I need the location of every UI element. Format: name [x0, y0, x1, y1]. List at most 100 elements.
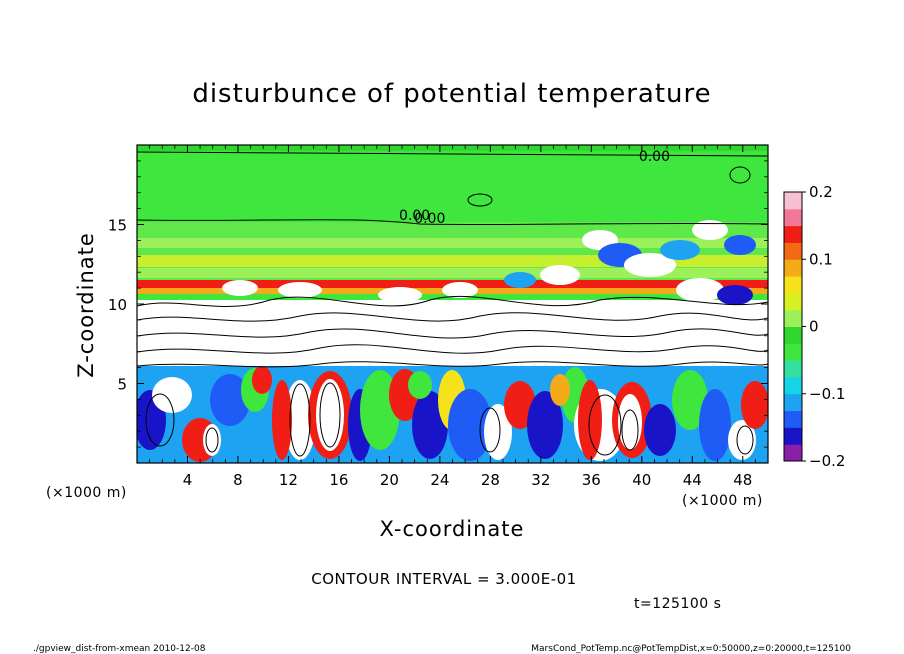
- convective-cell: [550, 374, 570, 406]
- colorbar-swatch: [784, 376, 802, 395]
- convective-cell: [448, 389, 492, 461]
- x-tick-label: 12: [279, 471, 298, 489]
- upper-patch: [717, 285, 753, 305]
- convective-cell: [728, 420, 756, 460]
- contour-loop: [145, 393, 175, 447]
- colorbar-tick-label: −0.1: [809, 385, 845, 403]
- upper-patch: [504, 272, 536, 288]
- upper-patch: [624, 253, 676, 277]
- x-tick-label: 24: [430, 471, 449, 489]
- y-tick-label: 15: [108, 217, 127, 235]
- colorbar-swatch: [784, 427, 802, 445]
- contour-line: [137, 219, 768, 226]
- contour-label: 0.00: [639, 149, 670, 165]
- contour-loop: [205, 427, 219, 453]
- yellow-stripe-1: [137, 238, 768, 248]
- colorbar-swatch: [784, 393, 802, 412]
- y-tick-label: 10: [108, 296, 127, 314]
- upper-patch: [676, 278, 724, 302]
- convective-cell: [618, 394, 642, 450]
- colorbar-swatch: [784, 343, 802, 361]
- contour-line: [137, 361, 768, 368]
- upper-patch: [378, 287, 422, 303]
- y-axis-unit: (×1000 m): [46, 485, 127, 501]
- upper-patch: [442, 282, 478, 298]
- convective-cell: [699, 389, 731, 461]
- contour-line: [137, 312, 768, 322]
- upper-patch: [724, 235, 756, 255]
- upper-field: [137, 145, 768, 235]
- convective-cell: [152, 377, 192, 413]
- colorbar-swatch: [784, 292, 802, 311]
- y-axis-title: Z-coordinate: [74, 232, 98, 378]
- colorbar-swatch: [784, 208, 802, 227]
- x-tick-label: 28: [481, 471, 500, 489]
- colorbar-swatch: [784, 326, 802, 344]
- contour-line: [137, 344, 768, 354]
- y-tick-label: 5: [117, 376, 127, 394]
- convective-cell: [578, 380, 602, 460]
- contour-loop: [467, 193, 493, 207]
- convective-cell: [408, 371, 432, 399]
- contour-line: [137, 151, 768, 157]
- contour-loop: [621, 409, 639, 451]
- convective-cell: [741, 381, 768, 429]
- x-tick-label: 40: [632, 471, 651, 489]
- convective-cell: [527, 391, 563, 459]
- contour-labels: 0.000.000.00: [399, 149, 670, 227]
- upper-patches: [222, 220, 756, 305]
- convective-cell: [210, 374, 250, 426]
- colorbar-tick-label: −0.2: [809, 452, 845, 470]
- contour-label: 0.00: [414, 211, 445, 227]
- convective-cell: [316, 379, 344, 451]
- contour-label: 0.00: [399, 208, 430, 224]
- colorbar: 0.2 0.1 0 −0.1 −0.2: [783, 183, 845, 470]
- convective-cell: [644, 404, 676, 456]
- convective-cell: [252, 366, 272, 394]
- contour-loop: [319, 382, 341, 448]
- y-axis: 5 10 15: [108, 160, 768, 448]
- colorbar-swatch: [784, 225, 802, 243]
- green-band-2: [137, 294, 768, 302]
- x-tick-label: 36: [582, 471, 601, 489]
- contour-line: [137, 328, 768, 339]
- contour-loop: [479, 407, 501, 453]
- contour-line: [137, 295, 768, 307]
- time-label: t=125100 s: [634, 596, 721, 612]
- footer-left: ./gpview_dist-from-xmean 2010-12-08: [33, 644, 206, 654]
- turbulent-layer: [137, 300, 768, 366]
- x-axis-unit: (×1000 m): [682, 493, 763, 509]
- yellow-stripe-3: [137, 268, 768, 278]
- convective-cell: [272, 380, 292, 460]
- x-axis-title: X-coordinate: [380, 517, 525, 541]
- x-tick-label: 48: [733, 471, 752, 489]
- colorbar-swatch: [784, 192, 802, 210]
- upper-patch: [222, 280, 258, 296]
- x-tick-label: 32: [531, 471, 550, 489]
- x-tick-label: 44: [683, 471, 702, 489]
- contour-loop: [736, 425, 754, 455]
- upper-patch: [692, 220, 728, 240]
- colorbar-tick-label: 0.1: [809, 250, 833, 268]
- contour-loop: [588, 394, 622, 456]
- colorbar-tick-label: 0.2: [809, 183, 833, 201]
- plot-area: [137, 145, 768, 463]
- colorbar-swatch: [784, 410, 802, 428]
- upper-patch: [540, 265, 580, 285]
- colorbar-swatch: [784, 309, 802, 327]
- colorbar-swatch: [784, 276, 802, 294]
- x-tick-label: 20: [380, 471, 399, 489]
- contour-interval-text: CONTOUR INTERVAL = 3.000E-01: [311, 570, 576, 588]
- chart-title: disturbunce of potential temperature: [192, 79, 711, 109]
- x-axis: 4 8 12 16 20 24 28 32 36 40 44 48: [149, 145, 756, 489]
- convective-cell: [484, 404, 512, 460]
- colorbar-swatch: [784, 242, 802, 260]
- upper-patch: [660, 240, 700, 260]
- contour-lines: [137, 151, 768, 457]
- x-tick-label: 8: [233, 471, 243, 489]
- contour-loop: [729, 166, 751, 184]
- colorbar-swatch: [784, 360, 802, 378]
- upper-patch: [278, 282, 322, 298]
- colorbar-swatch: [784, 444, 802, 462]
